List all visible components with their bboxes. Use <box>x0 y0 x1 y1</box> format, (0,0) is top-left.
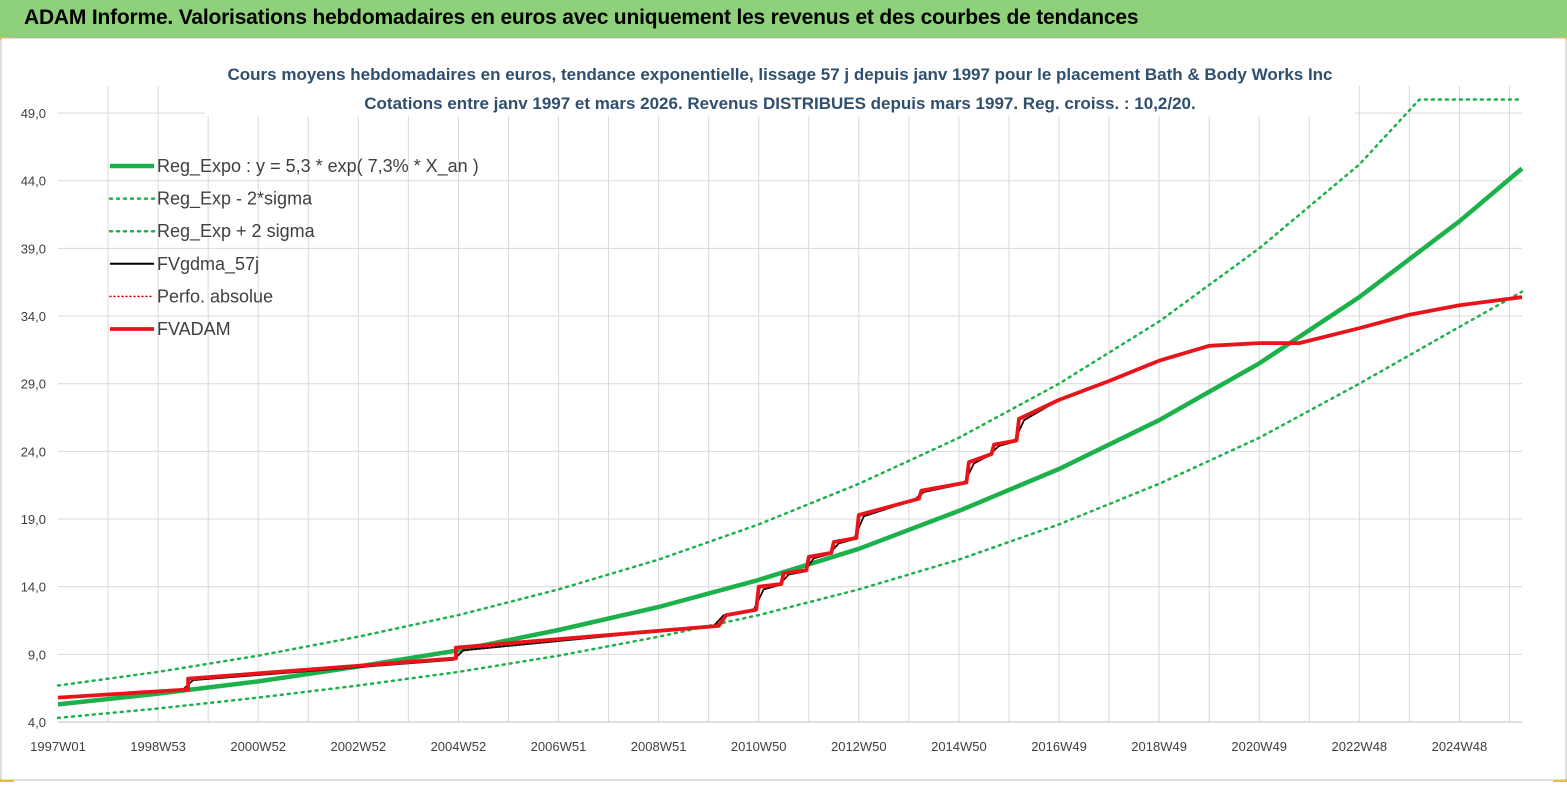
chart-title: Cours moyens hebdomadaires en euros, ten… <box>205 60 1355 116</box>
x-tick-label: 2020W49 <box>1231 739 1287 754</box>
series-reg-plus-2sigma <box>56 98 1524 687</box>
title-background <box>205 60 1355 116</box>
y-tick-label: 24,0 <box>21 444 46 459</box>
x-tick-label: 2008W51 <box>631 739 687 754</box>
legend-label-reg_expo: Reg_Expo : y = 5,3 * exp( 7,3% * X_an ) <box>157 156 479 177</box>
y-tick-label: 19,0 <box>21 512 46 527</box>
y-tick-label: 34,0 <box>21 309 46 324</box>
plot-frame <box>0 37 1567 781</box>
x-tick-label: 2004W52 <box>431 739 487 754</box>
y-tick-label: 29,0 <box>21 377 46 392</box>
series-fvadam <box>57 295 1523 700</box>
x-tick-label: 2010W50 <box>731 739 787 754</box>
page-title: ADAM Informe. Valorisations hebdomadaire… <box>24 6 1139 29</box>
legend-label-reg_plus: Reg_Exp + 2 sigma <box>157 221 316 242</box>
x-tick-label: 2022W48 <box>1332 739 1388 754</box>
legend-label-perfo: Perfo. absolue <box>157 286 273 306</box>
legend-label-fvadam: FVADAM <box>157 319 231 339</box>
x-tick-label: 2006W51 <box>531 739 587 754</box>
x-tick-label: 2016W49 <box>1031 739 1087 754</box>
legend: Reg_Expo : y = 5,3 * exp( 7,3% * X_an ) R… <box>108 156 479 339</box>
x-tick-label: 2002W52 <box>330 739 386 754</box>
x-tick-label: 2014W50 <box>931 739 987 754</box>
chart-area: Cours moyens hebdomadaires en euros, ten… <box>0 37 1567 786</box>
x-axis-ticks: 1997W01 1998W53 2000W52 2002W52 2004W52 2006W… <box>30 739 1487 754</box>
y-tick-label: 39,0 <box>21 241 46 256</box>
y-tick-label: 44,0 <box>21 174 46 189</box>
y-tick-label: 49,0 <box>21 106 46 121</box>
series-reg-minus-2sigma <box>56 290 1524 720</box>
legend-label-fvgdma: FVgdma_57j <box>157 254 259 275</box>
x-tick-label: 2024W48 <box>1432 739 1488 754</box>
chart-title-line2: Cotations entre janv 1997 et mars 2026. … <box>364 94 1195 113</box>
x-tick-label: 1998W53 <box>130 739 186 754</box>
y-tick-label: 14,0 <box>21 580 46 595</box>
x-tick-label: 2000W52 <box>230 739 286 754</box>
chart-title-line1: Cours moyens hebdomadaires en euros, ten… <box>227 65 1332 84</box>
x-tick-label: 2018W49 <box>1131 739 1187 754</box>
series-layer <box>56 98 1524 720</box>
y-tick-label: 9,0 <box>28 647 46 662</box>
x-tick-label: 2012W50 <box>831 739 887 754</box>
legend-label-reg_minus: Reg_Exp - 2*sigma <box>157 189 313 210</box>
line-chart: Cours moyens hebdomadaires en euros, ten… <box>0 37 1567 781</box>
x-tick-label: 1997W01 <box>30 739 86 754</box>
header-bar: ADAM Informe. Valorisations hebdomadaire… <box>0 0 1567 38</box>
y-axis-ticks: 4,0 9,0 14,0 19,0 24,0 29,0 34,0 39,0 44,0 49,0 <box>21 106 46 730</box>
y-tick-label: 4,0 <box>28 715 46 730</box>
